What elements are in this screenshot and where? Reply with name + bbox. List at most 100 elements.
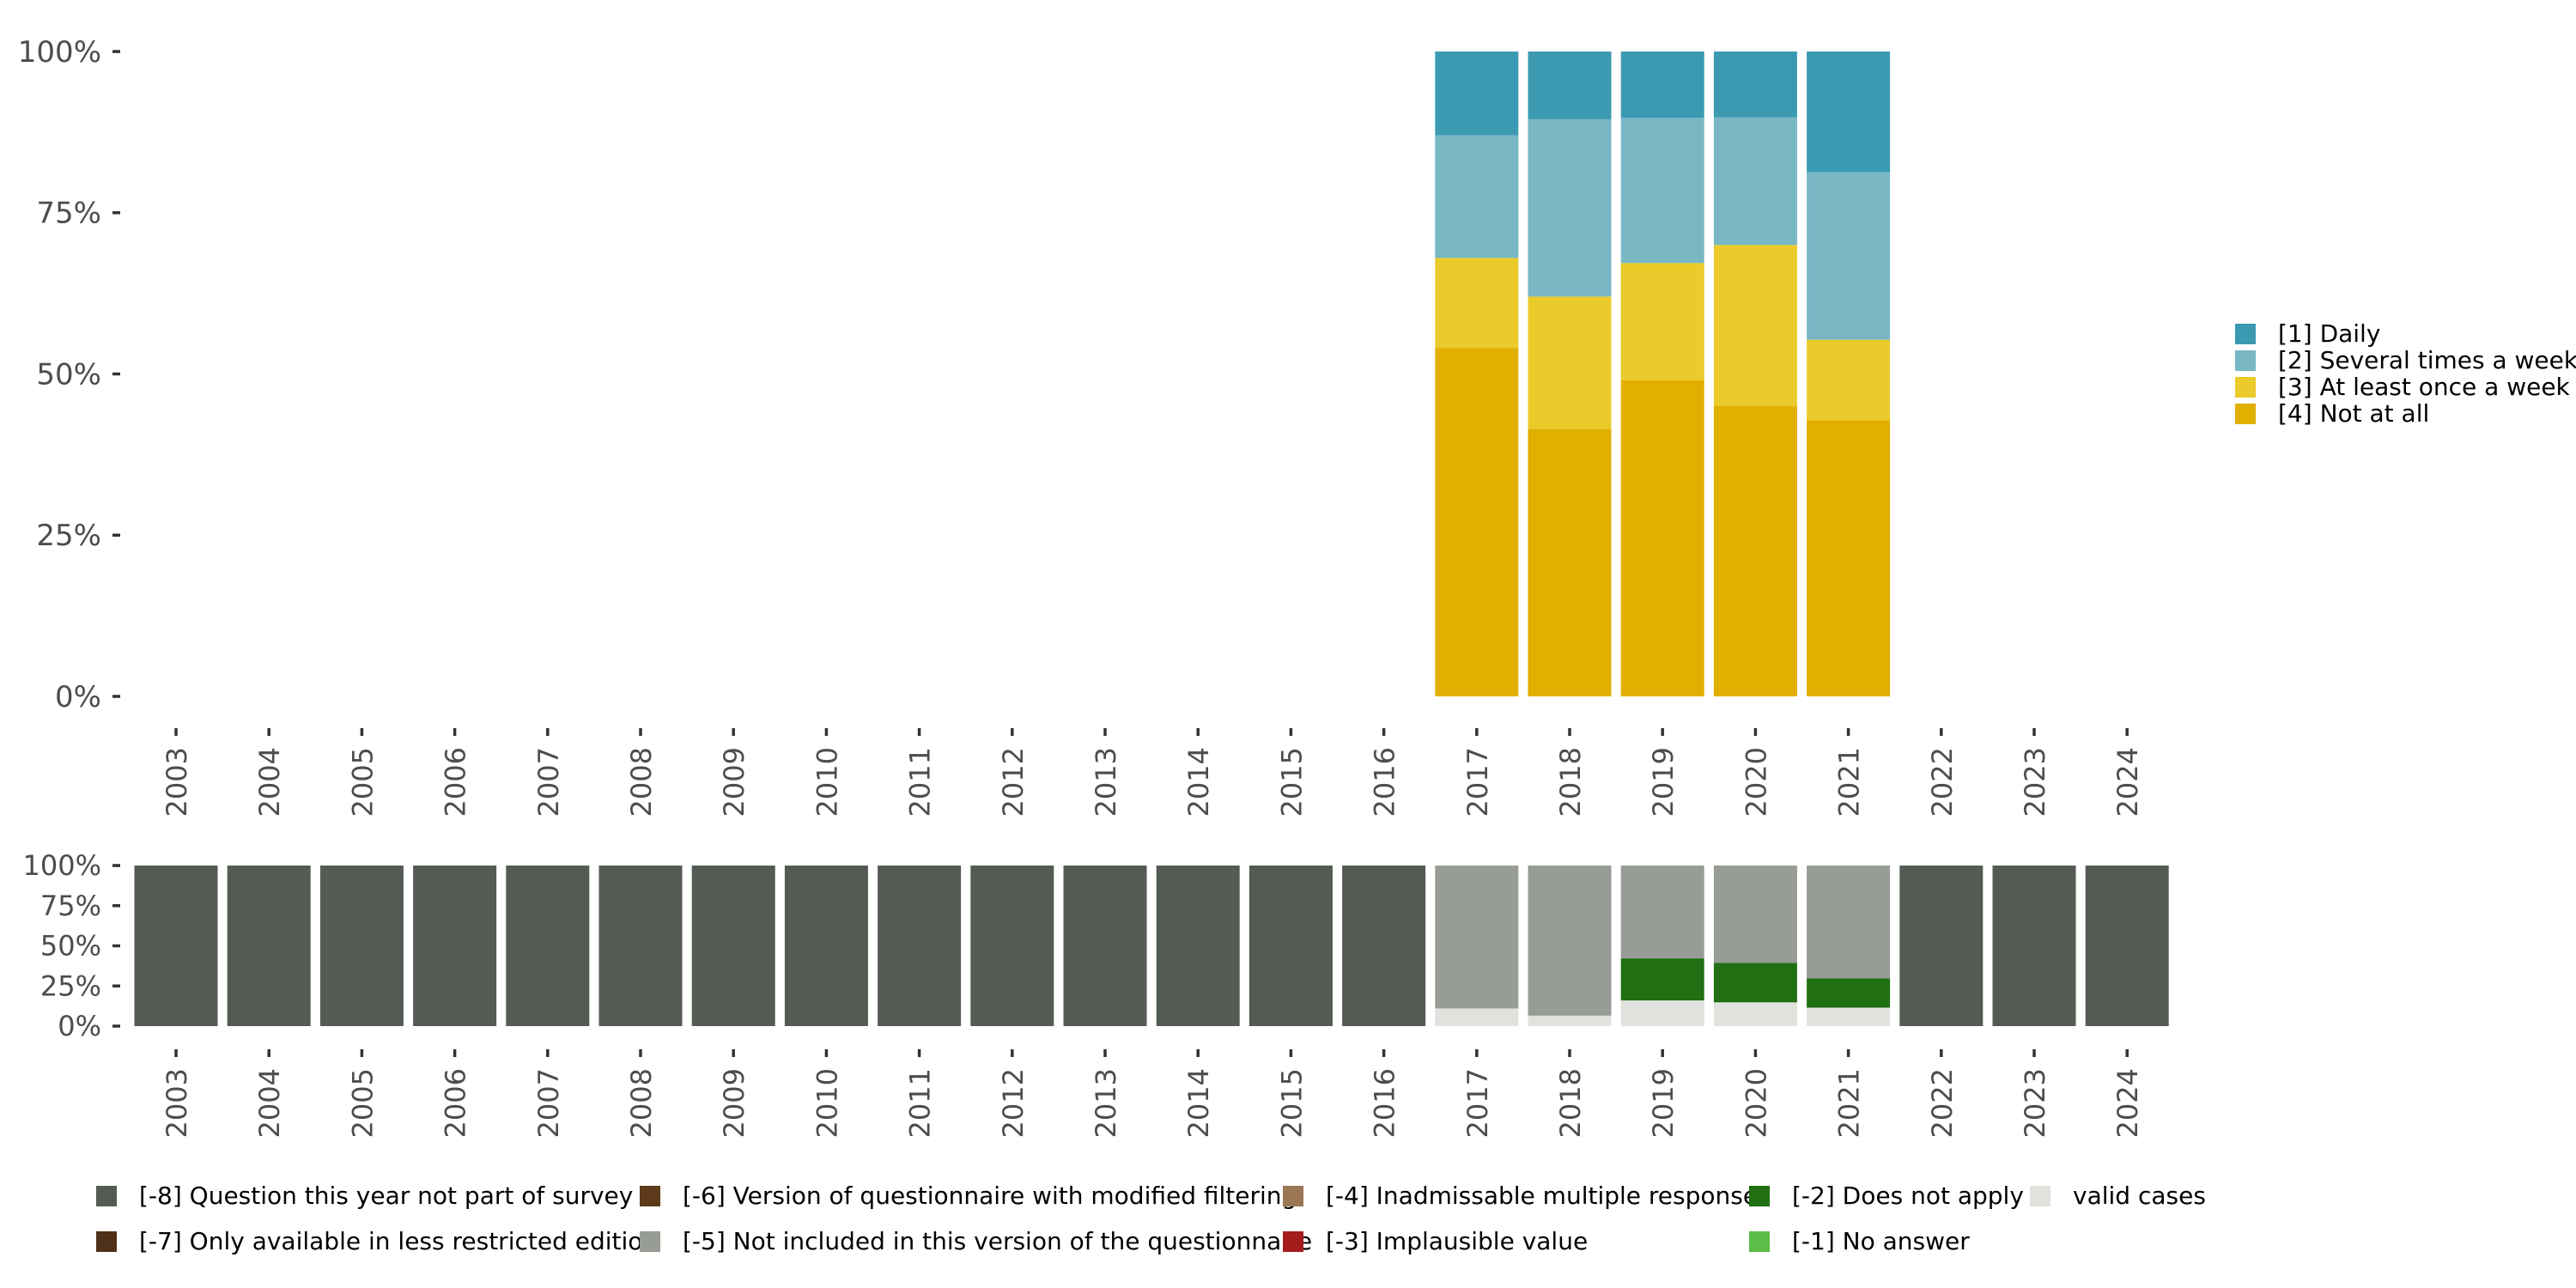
x-tick-label: 2023	[2019, 1068, 2051, 1138]
bar-segment	[319, 866, 404, 1026]
y-tick-label: 100%	[18, 35, 101, 70]
legend-label: [3] At least once a week	[2278, 373, 2571, 401]
bar-segment	[1435, 52, 1519, 136]
bar-segment	[1807, 172, 1891, 340]
x-tick-label: 2016	[1369, 1068, 1401, 1138]
x-tick-label: 2017	[1461, 747, 1494, 817]
bar-segment	[1063, 866, 1147, 1026]
bar-segment	[227, 866, 311, 1026]
bar-segment	[1620, 118, 1704, 264]
x-tick-label: 2022	[1926, 747, 1959, 817]
legend-swatch	[1283, 1231, 1303, 1252]
bar-segment	[1435, 1008, 1519, 1026]
bar-segment	[1620, 1000, 1704, 1026]
x-tick-label: 2007	[532, 1068, 565, 1138]
bar-segment	[1713, 245, 1797, 407]
legend-label: [1] Daily	[2278, 319, 2380, 348]
bar-segment	[1528, 866, 1612, 1016]
legend-swatch	[96, 1186, 117, 1206]
legend-label: [-6] Version of questionnaire with modif…	[683, 1182, 1297, 1210]
bar-segment	[506, 866, 590, 1026]
legend-label: [-2] Does not apply	[1792, 1182, 2024, 1210]
legend-label: [4] Not at all	[2278, 399, 2429, 428]
x-tick-label: 2012	[997, 1068, 1030, 1138]
x-tick-label: 2015	[1275, 1068, 1308, 1138]
bar-segment	[1342, 866, 1426, 1026]
bar-segment	[1713, 52, 1797, 118]
bar-segment	[1620, 263, 1704, 381]
x-tick-label: 2012	[997, 747, 1030, 817]
y-tick-label: 75%	[36, 197, 101, 231]
bar-segment	[1807, 339, 1891, 421]
bar-segment	[598, 866, 683, 1026]
x-tick-label: 2015	[1275, 747, 1308, 817]
bar-segment	[1620, 52, 1704, 118]
y-tick-label: 50%	[40, 930, 101, 963]
bar-segment	[1899, 866, 1984, 1026]
x-tick-label: 2016	[1369, 747, 1401, 817]
bar-segment	[1620, 380, 1704, 696]
x-tick-label: 2022	[1926, 1068, 1959, 1138]
x-tick-label: 2021	[1833, 747, 1866, 817]
bar-segment	[1713, 963, 1797, 1003]
bottom-chart: 0% 25% 50% 75% 100% 2003 2004 2005 2006 2007 2008 2…	[23, 849, 2169, 1138]
bar-segment	[878, 866, 962, 1026]
x-tick-label: 2007	[532, 747, 565, 817]
bar-segment	[1620, 958, 1704, 1001]
legend-swatch	[2235, 404, 2256, 424]
x-tick-label: 2013	[1090, 1068, 1122, 1138]
bar-segment	[1807, 978, 1891, 1008]
x-tick-label: 2011	[904, 1068, 937, 1138]
legend-label: [2] Several times a week	[2278, 346, 2576, 374]
bar-segment	[1435, 866, 1519, 1009]
x-tick-label: 2010	[811, 1068, 843, 1138]
legend-swatch	[640, 1231, 660, 1252]
legend-label: [-5] Not included in this version of the…	[683, 1227, 1312, 1255]
x-tick-label: 2010	[811, 747, 843, 817]
bar-segment	[1807, 1007, 1891, 1026]
legend-swatch	[2030, 1186, 2050, 1206]
y-tick-label: 25%	[40, 969, 101, 1002]
legend-swatch	[1749, 1231, 1770, 1252]
legend-swatch	[2235, 324, 2256, 344]
y-tick-label: 50%	[36, 357, 101, 392]
bar-segment	[1992, 866, 2076, 1026]
x-tick-label: 2024	[2111, 1068, 2144, 1138]
bar-segment	[1713, 1002, 1797, 1026]
bar-segment	[1713, 117, 1797, 246]
bar-segment	[1620, 866, 1704, 959]
y-tick-label: 0%	[55, 680, 101, 714]
bar-segment	[1807, 866, 1891, 979]
x-tick-label: 2014	[1182, 1068, 1215, 1138]
bar-segment	[1528, 428, 1612, 696]
x-tick-label: 2013	[1090, 747, 1122, 817]
bar-segment	[1713, 866, 1797, 963]
legend-label: [-8] Question this year not part of surv…	[139, 1182, 633, 1210]
x-tick-label: 2004	[253, 747, 286, 817]
x-tick-label: 2023	[2019, 747, 2051, 817]
y-tick-label: 25%	[36, 519, 101, 553]
legend-label: [-3] Implausible value	[1326, 1227, 1588, 1255]
x-tick-label: 2004	[253, 1068, 286, 1138]
bottom-legend: [-8] Question this year not part of surv…	[96, 1182, 2206, 1255]
x-tick-label: 2014	[1182, 747, 1215, 817]
x-tick-label: 2006	[440, 747, 472, 817]
x-tick-label: 2005	[346, 747, 379, 817]
bar-segment	[134, 866, 218, 1026]
legend-swatch	[640, 1186, 660, 1206]
x-tick-label: 2018	[1554, 1068, 1587, 1138]
bar-segment	[2085, 866, 2169, 1026]
legend-swatch	[2235, 350, 2256, 371]
x-tick-label: 2003	[161, 1068, 193, 1138]
legend-swatch	[1749, 1186, 1770, 1206]
bar-segment	[1435, 135, 1519, 258]
bar-segment	[691, 866, 775, 1026]
bar-segment	[1249, 866, 1333, 1026]
top-legend: [1] Daily[2] Several times a week[3] At …	[2235, 319, 2576, 428]
x-tick-label: 2009	[718, 1068, 750, 1138]
x-tick-label: 2006	[440, 1068, 472, 1138]
x-tick-label: 2011	[904, 747, 937, 817]
bar-segment	[1435, 258, 1519, 349]
bar-segment	[1528, 296, 1612, 429]
